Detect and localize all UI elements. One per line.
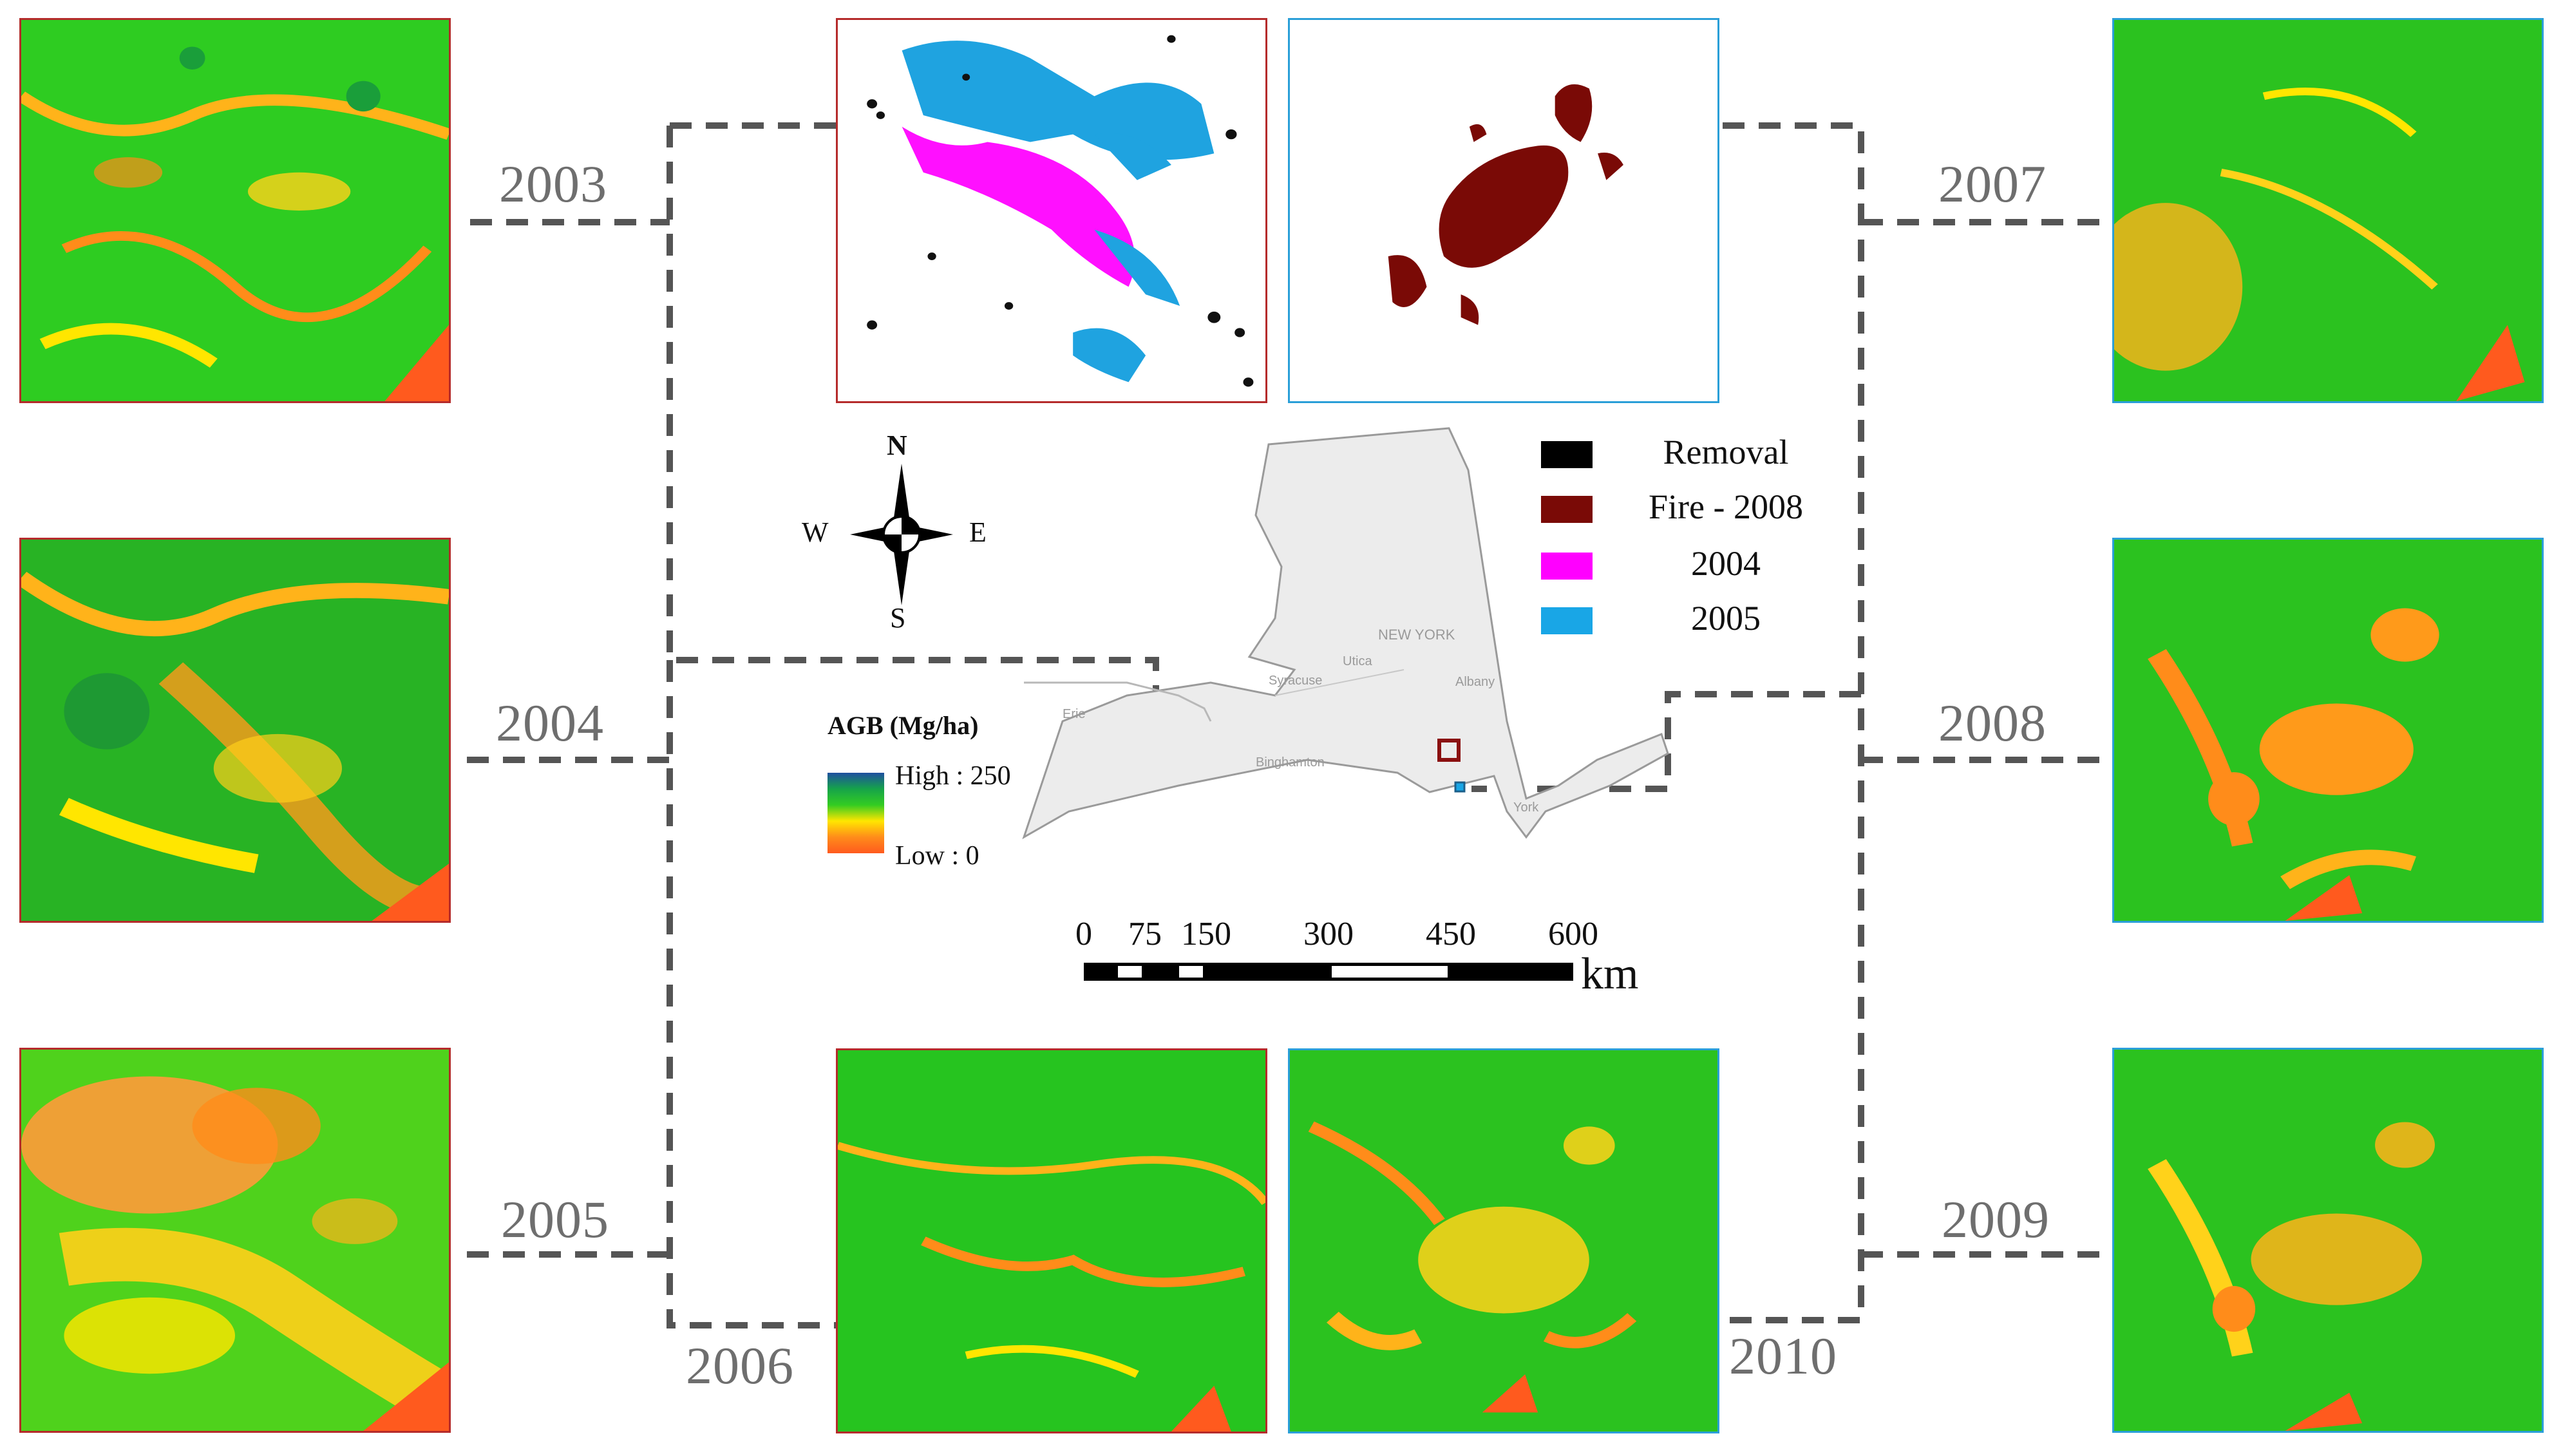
agb-map-2009 <box>2112 1048 2544 1433</box>
compass-south-label: S <box>890 602 906 634</box>
scale-tick-label: 600 <box>1548 916 1598 952</box>
year-label-2007: 2007 <box>1938 155 2047 213</box>
year-label-2004: 2004 <box>496 694 604 752</box>
year-label-2008: 2008 <box>1938 694 2047 752</box>
agb-high-label: High : 250 <box>895 761 1011 791</box>
map-label-albany: Albany <box>1455 675 1495 689</box>
north-arrow-icon <box>850 464 953 605</box>
agb-map-2004 <box>19 538 451 923</box>
scale-tick-label: 450 <box>1426 916 1476 952</box>
year-label-2003: 2003 <box>499 155 607 213</box>
scale-tick-label: 150 <box>1181 916 1231 952</box>
map-label-utica: Utica <box>1343 654 1372 668</box>
disturbance-map <box>836 18 1267 403</box>
agb-map-2010 <box>1288 1048 1719 1433</box>
agb-map-2007 <box>2112 18 2544 403</box>
scale-tick-label: 0 <box>1075 916 1092 952</box>
fire-2008-map <box>1288 18 1719 403</box>
legend-label-1: Removal <box>1663 433 1789 471</box>
scale-tick-label: 75 <box>1128 916 1162 952</box>
agb-color-ramp <box>828 773 884 853</box>
year-label-2005: 2005 <box>501 1190 609 1249</box>
year-label-2009: 2009 <box>1942 1190 2050 1249</box>
agb-map-2003 <box>19 18 451 403</box>
year-label-2006: 2006 <box>686 1336 794 1395</box>
map-label-new-york: NEW YORK <box>1378 627 1455 643</box>
scale-bar-segment <box>1206 963 1329 981</box>
agb-map-2005 <box>19 1048 451 1433</box>
scale-bar-segment <box>1329 963 1451 981</box>
scale-unit-label: km <box>1581 949 1639 999</box>
legend-swatch-4 <box>1541 607 1593 634</box>
new-york-state-map: NEW YORK Syracuse Utica Albany Binghamto… <box>1022 427 1669 840</box>
legend-swatch-3 <box>1541 553 1593 580</box>
scale-tick-label: 300 <box>1303 916 1354 952</box>
legend-label-4: 2005 <box>1691 599 1761 638</box>
map-label-york: York <box>1513 800 1539 815</box>
agb-low-label: Low : 0 <box>895 841 979 871</box>
scale-bar-segment <box>1451 963 1573 981</box>
legend-swatch-1 <box>1541 441 1593 468</box>
map-label-erie: Erie <box>1063 707 1086 721</box>
map-label-syracuse: Syracuse <box>1269 674 1322 688</box>
agb-legend-title: AGB (Mg/ha) <box>828 711 979 740</box>
scale-bar-segment <box>1175 963 1206 981</box>
scale-bar-segment <box>1145 963 1176 981</box>
compass-west-label: W <box>802 516 829 548</box>
legend-label-2: Fire - 2008 <box>1649 487 1803 526</box>
compass-north-label: N <box>887 430 907 461</box>
map-label-binghamton: Binghamton <box>1256 755 1325 770</box>
compass-east-label: E <box>969 516 987 548</box>
year-label-2010: 2010 <box>1729 1327 1837 1385</box>
scale-bar-segment <box>1084 963 1115 981</box>
scale-bar-segment <box>1114 963 1145 981</box>
agb-map-2006 <box>836 1048 1267 1433</box>
legend-swatch-2 <box>1541 496 1593 523</box>
agb-map-2008 <box>2112 538 2544 923</box>
legend-label-3: 2004 <box>1691 544 1761 583</box>
